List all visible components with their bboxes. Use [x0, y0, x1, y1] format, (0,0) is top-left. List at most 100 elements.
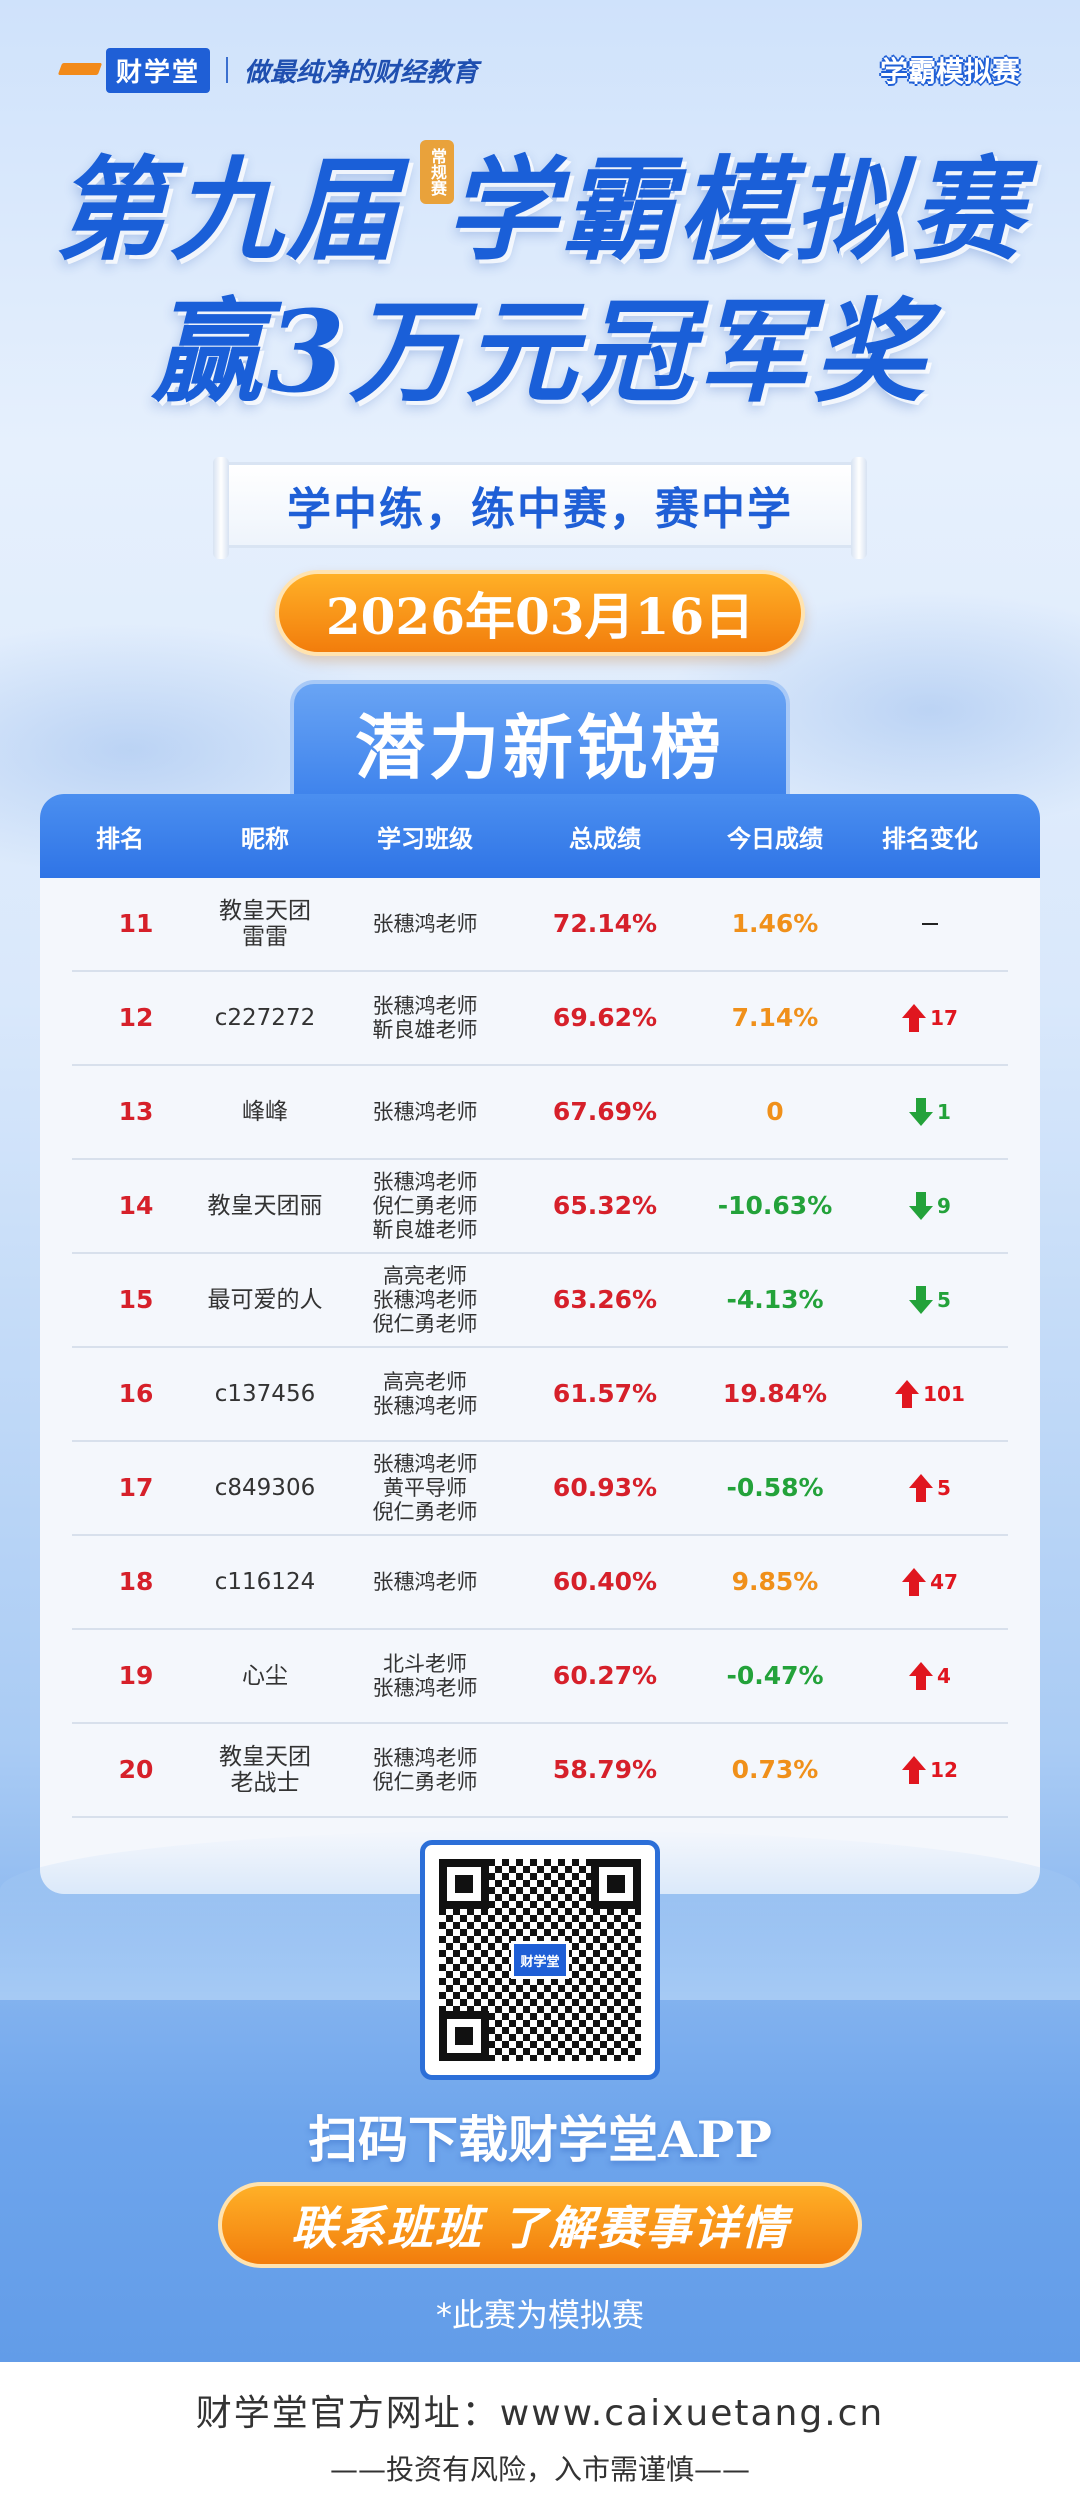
rank-change-value: 12 — [930, 1757, 958, 1782]
today-score-cell: 19.84% — [690, 1379, 860, 1409]
arrow-up-icon — [902, 1756, 927, 1784]
rank-change-cell: 101 — [860, 1380, 1000, 1408]
tagline-scroll: 学中练，练中赛，赛中学 — [213, 457, 867, 559]
today-score: -10.63% — [717, 1190, 833, 1220]
class-cell: 张穗鸿老师 — [372, 1099, 478, 1124]
total-score-cell: 65.32% — [520, 1191, 690, 1221]
total-score-cell: 63.26% — [520, 1285, 690, 1315]
header-rank-change: 排名变化 — [882, 824, 978, 853]
class-cell: 张穗鸿老师 — [372, 1569, 478, 1594]
total-score-cell: 72.14% — [520, 909, 690, 939]
rank-number: 19 — [118, 1660, 154, 1690]
rank-number: 15 — [118, 1284, 154, 1314]
rank-change-cell — [860, 923, 1000, 925]
table-body: 11 教皇天团 雷雷 张穗鸿老师 72.14% 1.46% 12 c227272 张穗鸿老师 … — [40, 878, 1040, 1818]
total-score-cell: 60.93% — [520, 1472, 690, 1503]
table-row: 13 峰峰 张穗鸿老师 67.69% 0 1 — [72, 1066, 1008, 1160]
today-score-cell: 0.73% — [690, 1755, 860, 1785]
nickname-cell: 教皇天团 雷雷 — [219, 897, 311, 950]
rank-cell: 17 — [72, 1472, 200, 1503]
date-text: 2026年03月16日 — [325, 587, 755, 646]
table-header: 排名 昵称 学习班级 总成绩 今日成绩 排名变化 — [40, 794, 1040, 878]
rank-number: 18 — [118, 1566, 154, 1596]
arrow-down-icon — [909, 1286, 934, 1314]
brand-logo: 财学堂 — [106, 47, 211, 93]
footer: 财学堂官方网址：www.caixuetang.cn ——投资有风险，入市需谨慎—… — [0, 2362, 1080, 2503]
header-nickname: 昵称 — [241, 824, 289, 853]
rank-change: 47 — [860, 1568, 1000, 1596]
today-score-cell: -4.13% — [690, 1284, 860, 1315]
qr-code[interactable]: 财学堂 — [439, 1859, 641, 2061]
rank-number: 13 — [118, 1096, 154, 1126]
nickname-cell: 心尘 — [242, 1662, 288, 1689]
rank-change-value: 1 — [937, 1099, 951, 1124]
table-row: 17 c849306 张穗鸿老师 黄平导师 倪仁勇老师 60.93% -0.58% 5 — [72, 1442, 1008, 1536]
simulation-note: *此赛为模拟赛 — [435, 2296, 644, 2334]
today-score-cell: -0.47% — [690, 1661, 860, 1691]
table-row: 18 c116124 张穗鸿老师 60.40% 9.85% 47 — [72, 1536, 1008, 1630]
risk-warning: ——投资有风险，入市需谨慎—— — [329, 2453, 750, 2486]
class-cell: 北斗老师 张穗鸿老师 — [372, 1651, 478, 1700]
table-row: 19 心尘 北斗老师 张穗鸿老师 60.27% -0.47% 4 — [72, 1630, 1008, 1724]
rank-cell: 20 — [72, 1754, 200, 1785]
qr-finder-bottom-left — [439, 2011, 489, 2061]
rank-change-cell: 9 — [860, 1192, 1000, 1220]
class-cell: 高亮老师 张穗鸿老师 倪仁勇老师 — [372, 1263, 478, 1337]
class-cell: 张穗鸿老师 黄平导师 倪仁勇老师 — [372, 1451, 478, 1525]
nickname-cell: c849306 — [214, 1474, 316, 1501]
table-row: 15 最可爱的人 高亮老师 张穗鸿老师 倪仁勇老师 63.26% -4.13% 5 — [72, 1254, 1008, 1348]
class-cell: 张穗鸿老师 — [372, 911, 478, 936]
regular-season-seal: 常规赛 — [420, 140, 454, 204]
total-score: 58.79% — [552, 1754, 658, 1784]
total-score-cell: 60.27% — [520, 1661, 690, 1691]
rank-number: 17 — [118, 1472, 154, 1502]
official-website[interactable]: 财学堂官方网址：www.caixuetang.cn — [195, 2393, 885, 2434]
rank-number: 20 — [118, 1754, 154, 1784]
contact-button[interactable]: 联系班班 了解赛事详情 — [218, 2182, 862, 2268]
rank-cell: 11 — [72, 908, 200, 939]
rank-change: 5 — [860, 1286, 1000, 1314]
rank-cell: 12 — [72, 1003, 200, 1033]
arrow-up-icon — [909, 1662, 934, 1690]
arrow-up-icon — [895, 1380, 920, 1408]
class-cell: 张穗鸿老师 倪仁勇老师 — [372, 1745, 478, 1794]
total-score: 69.62% — [552, 1002, 658, 1032]
today-score-cell: 0 — [690, 1097, 860, 1127]
table-row: 12 c227272 张穗鸿老师 靳良雄老师 69.62% 7.14% 17 — [72, 972, 1008, 1066]
rank-change-cell: 5 — [860, 1286, 1000, 1314]
qr-code-frame[interactable]: 财学堂 — [420, 1840, 660, 2080]
class-cell: 高亮老师 张穗鸿老师 — [372, 1369, 478, 1418]
total-score-cell: 58.79% — [520, 1754, 690, 1785]
rank-change-cell: 17 — [860, 1004, 1000, 1032]
today-score: -0.58% — [726, 1472, 824, 1502]
rank-change-value: 9 — [937, 1193, 951, 1218]
table-row: 11 教皇天团 雷雷 张穗鸿老师 72.14% 1.46% — [72, 878, 1008, 972]
rank-change-cell: 12 — [860, 1756, 1000, 1784]
total-score: 60.40% — [552, 1566, 658, 1596]
rank-change-cell: 5 — [860, 1474, 1000, 1502]
ranking-table: 排名 昵称 学习班级 总成绩 今日成绩 排名变化 11 教皇天团 雷雷 张穗鸿老师 7… — [40, 794, 1040, 1894]
rank-change: 5 — [860, 1474, 1000, 1502]
qr-center-logo: 财学堂 — [511, 1941, 569, 1979]
main-title-line1: 第九届 学霸模拟赛 — [54, 145, 1026, 276]
today-score-cell: 7.14% — [690, 1003, 860, 1033]
rank-number: 16 — [118, 1378, 154, 1408]
rank-change: 17 — [860, 1004, 1000, 1032]
today-score-cell: -10.63% — [690, 1190, 860, 1221]
rank-change-value: 5 — [937, 1475, 951, 1500]
rank-cell: 15 — [72, 1284, 200, 1315]
rank-number: 11 — [118, 908, 154, 938]
total-score: 60.93% — [552, 1472, 658, 1502]
total-score-cell: 60.40% — [520, 1566, 690, 1597]
contact-button-label: 联系班班 了解赛事详情 — [290, 2201, 789, 2255]
board-title: 潜力新锐榜 — [355, 705, 725, 789]
header-class: 学习班级 — [377, 824, 473, 853]
rank-change-value: 47 — [930, 1569, 958, 1594]
arrow-up-icon — [902, 1004, 927, 1032]
today-score: -4.13% — [726, 1284, 824, 1314]
rank-cell: 13 — [72, 1096, 200, 1127]
rank-change: 4 — [860, 1662, 1000, 1690]
scan-download-text: 扫码下载财学堂APP — [308, 2110, 772, 2169]
rank-cell: 14 — [72, 1191, 200, 1221]
rank-cell: 18 — [72, 1566, 200, 1597]
